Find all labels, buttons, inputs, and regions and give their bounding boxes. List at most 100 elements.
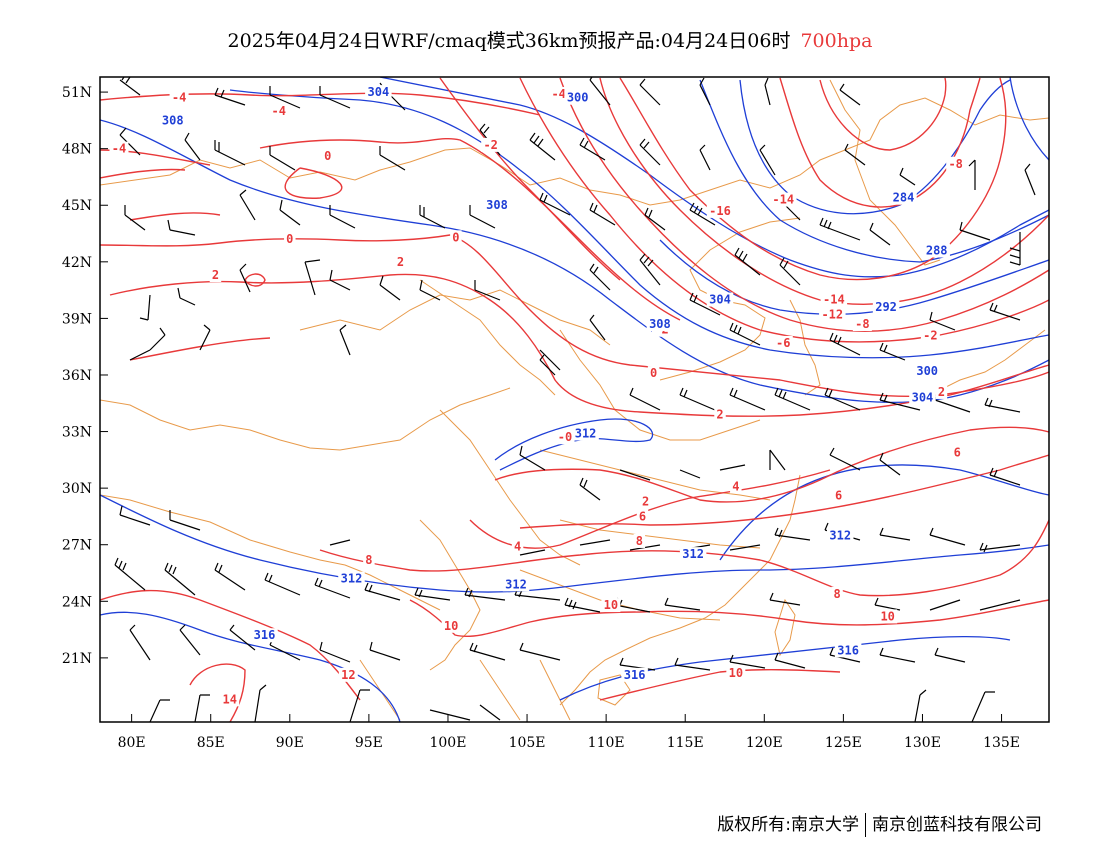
wind-barb [229,624,256,651]
temp-contour-8 [319,519,1049,597]
height-contour-label-background [338,571,365,586]
wind-barb [764,77,771,106]
wind-barb [879,527,911,541]
boundary-gansu [419,279,556,396]
temperature-contour-label: 10 [880,609,894,623]
wind-barb [989,302,1021,321]
wind-barb [639,253,661,286]
temp-contour-cold-4 [519,77,1049,343]
y-tick-label: 45N [62,198,92,214]
temperature-contour-label-background [549,86,569,101]
wind-barb [329,205,356,229]
boundary-hubei [539,449,771,501]
temp-contour-4 [469,469,831,549]
temperature-contour-label-background [946,156,966,171]
wind-barb [149,699,170,722]
wind-barb [639,78,661,106]
wind-barb [339,324,351,356]
title-main: 2025年04月24日WRF/cmaq模式36km预报产品:04月24日06时 [227,30,791,52]
wind-barb [971,691,995,722]
height-contour-label-background [679,547,707,562]
temperature-contour-label-background [338,667,358,682]
y-tick-label: 30N [62,481,92,497]
wind-barb [529,132,556,161]
temperature-contour-label: 6 [835,489,842,503]
temperature-contour-label-background [636,509,649,524]
wind-barb [539,349,561,371]
temperature-contour-label: 2 [642,494,649,508]
wind-barb [314,577,351,599]
temp-contour-northwest [100,168,221,221]
temperature-contour-label: -6 [776,336,790,350]
wind-barb [469,205,496,229]
wind-barb [349,689,370,722]
plot-frame [99,76,1050,723]
wind-barb [579,477,601,501]
boundary-lines [100,79,1049,721]
wind-barb [589,314,606,341]
x-tick-label: 95E [355,735,383,751]
axes: 80E 85E 90E 95E 100E 105E 110E 115E 120E 125E 130E… [62,85,1020,751]
x-tick-label: 135E [983,735,1020,751]
temperature-contour-label: 10 [729,666,743,680]
wind-barb [539,354,556,376]
wind-barb [429,709,471,721]
height-contour-label-background [826,528,854,543]
temperature-contour-label: 2 [212,268,219,282]
y-tick-label: 21N [62,651,92,667]
wind-barb [469,642,506,661]
wind-barb [769,449,786,471]
temperature-contour-label: -2 [923,328,937,342]
temp-contour-cold-6 [819,77,947,151]
height-contour-label-background [564,90,591,105]
temperature-contour-label-background [920,328,940,343]
temp-contour-cold-core [619,77,1007,281]
wind-barb [279,199,301,226]
wind-barb [167,219,196,236]
boundary-northeast [829,79,941,266]
wind-barb [959,221,991,241]
temperature-contour-label-background [726,665,746,680]
boundary-hunan [559,519,761,549]
temp-contour-west-small [244,273,266,287]
wind-barb [639,138,661,166]
temperature-contour-label: -4 [172,91,186,105]
wind-barb [929,599,961,611]
height-contour-label-background [646,317,674,332]
copyright-text: 版权所有:南京大学 [717,815,859,835]
wind-barb [824,387,861,411]
wind-barb [629,387,661,411]
y-tick-label: 36N [62,368,92,384]
wind-barb [519,549,546,556]
boundary-tibet [100,387,511,451]
temperature-contour-label: 2 [397,255,404,269]
height-contour-label: 304 [709,293,731,307]
wind-barb [679,469,701,479]
temperature-contour-label: 8 [636,534,643,548]
wind-barb [674,657,711,671]
wind-barb [579,137,606,161]
temperature-contour-label-background [511,539,524,554]
wind-barb [989,467,1021,486]
wind-barb [879,452,901,476]
wind-barb [539,192,571,216]
temp-contour-2 [109,273,1049,417]
wind-barb [769,592,801,606]
wind-barb [934,647,966,663]
temperature-contour-label: -12 [821,308,843,322]
height-contour-edge [1009,77,1049,161]
x-tick-label: 100E [429,735,466,751]
wind-barb [239,263,251,293]
wind-barb [464,587,506,601]
temp-contour-10 [409,599,1049,637]
wind-barb [139,294,151,321]
height-contour-label: 292 [875,300,897,314]
wind-barb [829,447,861,471]
wind-barb [214,140,246,166]
y-tick-label: 51N [62,85,92,101]
boundary-hainan [597,674,631,706]
wind-barb [589,263,611,291]
wind-barb [699,77,711,106]
height-contour-label: 312 [341,572,363,586]
wind-barb [619,469,651,481]
